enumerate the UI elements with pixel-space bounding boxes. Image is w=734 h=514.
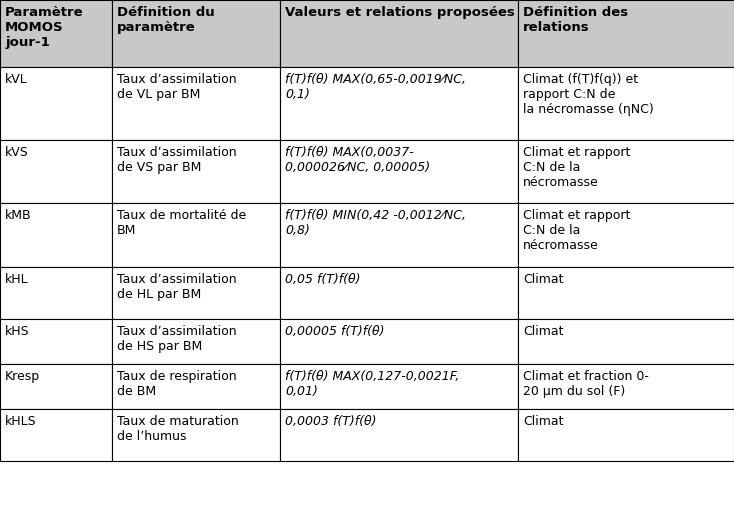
Bar xyxy=(280,0,518,67)
Bar xyxy=(112,409,280,461)
Bar xyxy=(112,67,280,140)
Bar xyxy=(112,267,280,319)
Bar xyxy=(280,267,518,319)
Text: Kresp: Kresp xyxy=(5,370,40,383)
Bar xyxy=(0,364,112,409)
Bar xyxy=(518,267,734,319)
Text: Taux de respiration
de BM: Taux de respiration de BM xyxy=(117,370,236,398)
Bar xyxy=(0,140,112,204)
Bar xyxy=(0,409,112,461)
Bar xyxy=(112,364,280,409)
Text: Climat et rapport
C:N de la
nécromasse: Climat et rapport C:N de la nécromasse xyxy=(523,146,631,189)
Bar xyxy=(280,409,518,461)
Text: kVS: kVS xyxy=(5,146,29,159)
Bar xyxy=(112,204,280,267)
Text: Climat et fraction 0-
20 μm du sol (F): Climat et fraction 0- 20 μm du sol (F) xyxy=(523,370,649,398)
Bar xyxy=(0,67,112,140)
Text: 0,05 f(T)f(θ): 0,05 f(T)f(θ) xyxy=(285,273,360,286)
Text: Paramètre
MOMOS
jour-1: Paramètre MOMOS jour-1 xyxy=(5,6,84,49)
Text: Climat: Climat xyxy=(523,325,564,338)
Text: Climat (f(T)f(q)) et
rapport C:N de
la nécromasse (ηNC): Climat (f(T)f(q)) et rapport C:N de la n… xyxy=(523,74,654,116)
Bar xyxy=(518,364,734,409)
Text: Valeurs et relations proposées: Valeurs et relations proposées xyxy=(285,6,515,19)
Text: f(T)f(θ) MAX(0,65-0,0019⁄NC,
0,1): f(T)f(θ) MAX(0,65-0,0019⁄NC, 0,1) xyxy=(285,74,466,101)
Text: f(T)f(θ) MIN(0,42 -0,0012⁄NC,
0,8): f(T)f(θ) MIN(0,42 -0,0012⁄NC, 0,8) xyxy=(285,210,466,237)
Bar xyxy=(518,409,734,461)
Text: kHL: kHL xyxy=(5,273,29,286)
Text: kHS: kHS xyxy=(5,325,29,338)
Text: Taux d’assimilation
de VS par BM: Taux d’assimilation de VS par BM xyxy=(117,146,236,174)
Bar xyxy=(518,67,734,140)
Bar xyxy=(518,140,734,204)
Text: f(T)f(θ) MAX(0,0037-
0,000026⁄NC, 0,00005): f(T)f(θ) MAX(0,0037- 0,000026⁄NC, 0,0000… xyxy=(285,146,430,174)
Text: Climat et rapport
C:N de la
nécromasse: Climat et rapport C:N de la nécromasse xyxy=(523,210,631,252)
Text: Taux d’assimilation
de HL par BM: Taux d’assimilation de HL par BM xyxy=(117,273,236,301)
Bar xyxy=(518,204,734,267)
Text: Définition des
relations: Définition des relations xyxy=(523,6,628,34)
Text: Définition du
paramètre: Définition du paramètre xyxy=(117,6,215,34)
Text: Taux d’assimilation
de VL par BM: Taux d’assimilation de VL par BM xyxy=(117,74,236,101)
Bar xyxy=(518,319,734,364)
Bar xyxy=(280,319,518,364)
Bar xyxy=(518,0,734,67)
Bar xyxy=(280,364,518,409)
Text: 0,00005 f(T)f(θ): 0,00005 f(T)f(θ) xyxy=(285,325,385,338)
Bar xyxy=(0,319,112,364)
Text: kVL: kVL xyxy=(5,74,28,86)
Text: Taux de maturation
de l’humus: Taux de maturation de l’humus xyxy=(117,415,239,443)
Text: kHLS: kHLS xyxy=(5,415,37,428)
Bar xyxy=(112,140,280,204)
Text: Taux de mortalité de
BM: Taux de mortalité de BM xyxy=(117,210,246,237)
Bar xyxy=(280,140,518,204)
Bar xyxy=(112,319,280,364)
Text: Taux d’assimilation
de HS par BM: Taux d’assimilation de HS par BM xyxy=(117,325,236,354)
Bar xyxy=(112,0,280,67)
Text: 0,0003 f(T)f(θ): 0,0003 f(T)f(θ) xyxy=(285,415,377,428)
Bar xyxy=(280,204,518,267)
Text: f(T)f(θ) MAX(0,127-0,0021F,
0,01): f(T)f(θ) MAX(0,127-0,0021F, 0,01) xyxy=(285,370,459,398)
Text: kMB: kMB xyxy=(5,210,32,223)
Bar xyxy=(0,204,112,267)
Bar xyxy=(280,67,518,140)
Text: Climat: Climat xyxy=(523,273,564,286)
Text: Climat: Climat xyxy=(523,415,564,428)
Bar xyxy=(0,267,112,319)
Bar xyxy=(0,0,112,67)
